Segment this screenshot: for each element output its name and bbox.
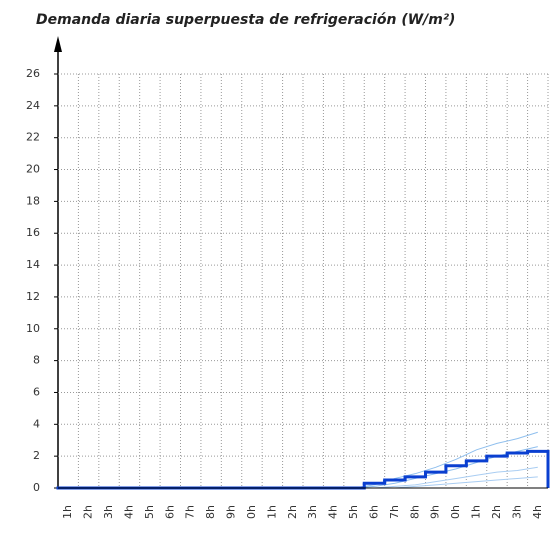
x-tick-label: 7h bbox=[184, 505, 197, 519]
y-tick-label: 6 bbox=[33, 385, 40, 398]
y-tick-label: 26 bbox=[26, 67, 40, 80]
x-tick-label: 3h bbox=[102, 505, 115, 519]
x-tick-label: 0h bbox=[245, 505, 258, 519]
x-tick-label: 6h bbox=[163, 505, 176, 519]
y-tick-label: 16 bbox=[26, 226, 40, 239]
y-tick-label: 4 bbox=[33, 417, 40, 430]
x-tick-label: 2h bbox=[82, 505, 95, 519]
x-tick-label: 7h bbox=[388, 505, 401, 519]
x-tick-label: 4h bbox=[531, 505, 544, 519]
x-tick-label: 2h bbox=[490, 505, 503, 519]
y-tick-label: 20 bbox=[26, 163, 40, 176]
x-tick-label: 5h bbox=[143, 505, 156, 519]
y-tick-label: 12 bbox=[26, 290, 40, 303]
x-tick-label: 0h bbox=[449, 505, 462, 519]
x-tick-label: 8h bbox=[408, 505, 421, 519]
x-tick-label: 1h bbox=[265, 505, 278, 519]
x-tick-label: 9h bbox=[225, 505, 238, 519]
x-tick-label: 5h bbox=[347, 505, 360, 519]
x-tick-label: 9h bbox=[429, 505, 442, 519]
y-tick-label: 10 bbox=[26, 322, 40, 335]
chart-title: Demanda diaria superpuesta de refrigerac… bbox=[36, 12, 455, 28]
y-tick-label: 14 bbox=[26, 258, 40, 271]
x-tick-label: 8h bbox=[204, 505, 217, 519]
x-tick-label: 3h bbox=[510, 505, 523, 519]
x-tick-label: 2h bbox=[286, 505, 299, 519]
y-axis-arrow bbox=[54, 36, 62, 52]
y-tick-label: 0 bbox=[33, 481, 40, 494]
x-tick-label: 4h bbox=[122, 505, 135, 519]
x-tick-label: 1h bbox=[470, 505, 483, 519]
y-tick-label: 2 bbox=[33, 449, 40, 462]
x-tick-label: 1h bbox=[61, 505, 74, 519]
x-tick-label: 6h bbox=[367, 505, 380, 519]
x-tick-label: 3h bbox=[306, 505, 319, 519]
y-tick-label: 18 bbox=[26, 194, 40, 207]
y-tick-label: 22 bbox=[26, 131, 40, 144]
y-tick-label: 8 bbox=[33, 354, 40, 367]
x-tick-label: 4h bbox=[327, 505, 340, 519]
y-tick-label: 24 bbox=[26, 99, 40, 112]
